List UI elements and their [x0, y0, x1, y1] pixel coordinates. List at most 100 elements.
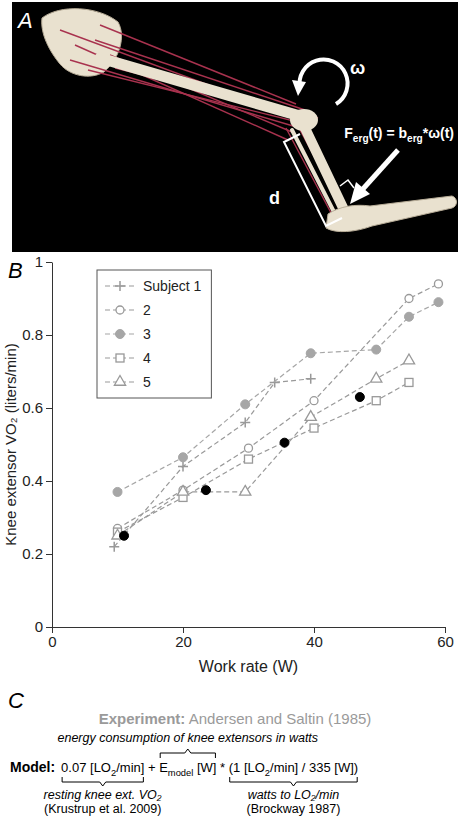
bracket [230, 777, 357, 786]
force-label: Ferg(t) = berg*ω(t) [344, 125, 454, 144]
marker [306, 374, 316, 384]
experiment-label: Experiment: [99, 710, 186, 727]
legend-marker [116, 330, 125, 339]
rotation-arrowhead [292, 80, 306, 96]
annotation: (Krustrup et al. 2009) [44, 802, 161, 816]
distance-label: d [269, 188, 280, 208]
annotation: (Brockway 1987) [247, 802, 341, 816]
marker [120, 531, 129, 540]
legend: Subject 12345 [97, 270, 211, 398]
marker [403, 354, 414, 364]
model-label: Model: [10, 759, 55, 775]
series-line [118, 382, 409, 532]
tick: 0.8 [22, 326, 52, 343]
foot [326, 196, 457, 232]
tick-mark [46, 627, 52, 628]
tick: 60 [437, 627, 454, 650]
marker [405, 378, 413, 386]
equation-term: Emodel [W] [159, 760, 216, 778]
tick-label: 0.4 [22, 472, 43, 489]
legend-marker [116, 306, 124, 314]
equation-term: 0.07 [LO2/min] [61, 760, 144, 778]
panel-background [12, 2, 458, 252]
text-part: + [144, 760, 159, 775]
marker [280, 438, 289, 447]
right-angle [340, 180, 354, 188]
tick: 0.6 [22, 399, 52, 416]
marker [179, 453, 188, 462]
x-axis: 0 20 40 60 [48, 627, 454, 650]
tick-mark [46, 408, 52, 409]
marker [201, 486, 210, 495]
subscript: model [168, 768, 193, 778]
tick-label: 60 [437, 633, 454, 650]
marker [270, 377, 280, 387]
marker [240, 418, 250, 428]
panel-a: ωFerg(t) = berg*ω(t)dA [12, 2, 458, 252]
force-arrowhead [350, 182, 370, 204]
tick-label: 0.2 [22, 545, 43, 562]
equation-term: (1 [LO2/min] / 335 [W]) [229, 760, 358, 778]
text-part: *ω(t) [423, 125, 454, 141]
experiment-line: Experiment: Andersen and Saltin (1985) [99, 710, 372, 727]
tick-mark [46, 335, 52, 336]
legend-marker [115, 281, 125, 291]
marker [305, 411, 316, 421]
marker [240, 485, 251, 495]
marker [372, 345, 381, 354]
marker [371, 372, 382, 382]
equation-term: + [144, 760, 159, 775]
text-part: /min] / 335 [W]) [270, 760, 358, 775]
axis-line [53, 627, 446, 628]
marker [241, 400, 250, 409]
marker [405, 295, 413, 303]
legend-marker [114, 375, 125, 385]
series-line [114, 379, 311, 547]
tick: 20 [175, 627, 192, 650]
tick-mark [46, 554, 52, 555]
annotation: resting knee ext. VO₂ [44, 788, 162, 802]
equation-term: * [216, 760, 228, 775]
marker [434, 280, 442, 288]
text-part: * [216, 760, 228, 775]
y-axis: 0 0.2 0.4 0.6 0.8 1 [22, 253, 52, 635]
annotation: watts to LO₂/min [248, 788, 340, 802]
bracket [160, 749, 215, 758]
muscle [95, 40, 305, 110]
tick: 1 [35, 253, 52, 270]
legend-label: Subject 1 [143, 278, 202, 294]
text-part: 0.07 [LO [61, 760, 111, 775]
tick: 0 [48, 627, 56, 650]
femur [100, 58, 300, 116]
tick-label: 20 [175, 633, 192, 650]
tick: 0 [35, 618, 52, 635]
tick: 0.2 [22, 545, 52, 562]
x-axis-title: Work rate (W) [199, 658, 298, 675]
figure: ωFerg(t) = berg*ω(t)dA020406000.20.40.60… [0, 0, 470, 827]
tick-mark [46, 262, 52, 263]
panel-letter: C [8, 688, 24, 713]
tick-label: 0 [48, 633, 56, 650]
distance-bracket [284, 134, 342, 226]
text-part: (t) = b [369, 125, 408, 141]
legend-frame [97, 270, 211, 398]
tick-label: 1 [35, 253, 43, 270]
marker [372, 397, 380, 405]
tick: 0.4 [22, 472, 52, 489]
tick: 40 [306, 627, 323, 650]
tick-mark [46, 481, 52, 482]
marker [178, 461, 188, 471]
force-arrow [362, 150, 398, 190]
text-part: /min] [116, 760, 144, 775]
legend-label: 4 [143, 350, 151, 366]
marker [355, 393, 364, 402]
marker [434, 298, 443, 307]
text-part: E [159, 760, 168, 775]
marker [310, 424, 318, 432]
marker [310, 397, 318, 405]
y-axis-title: Knee extensor VO₂ (liters/min) [2, 343, 19, 546]
annotation: energy consumption of knee extensors in … [58, 731, 319, 745]
marker [177, 485, 188, 495]
text-part: [W] [193, 760, 216, 775]
tick-label: 0.6 [22, 399, 43, 416]
